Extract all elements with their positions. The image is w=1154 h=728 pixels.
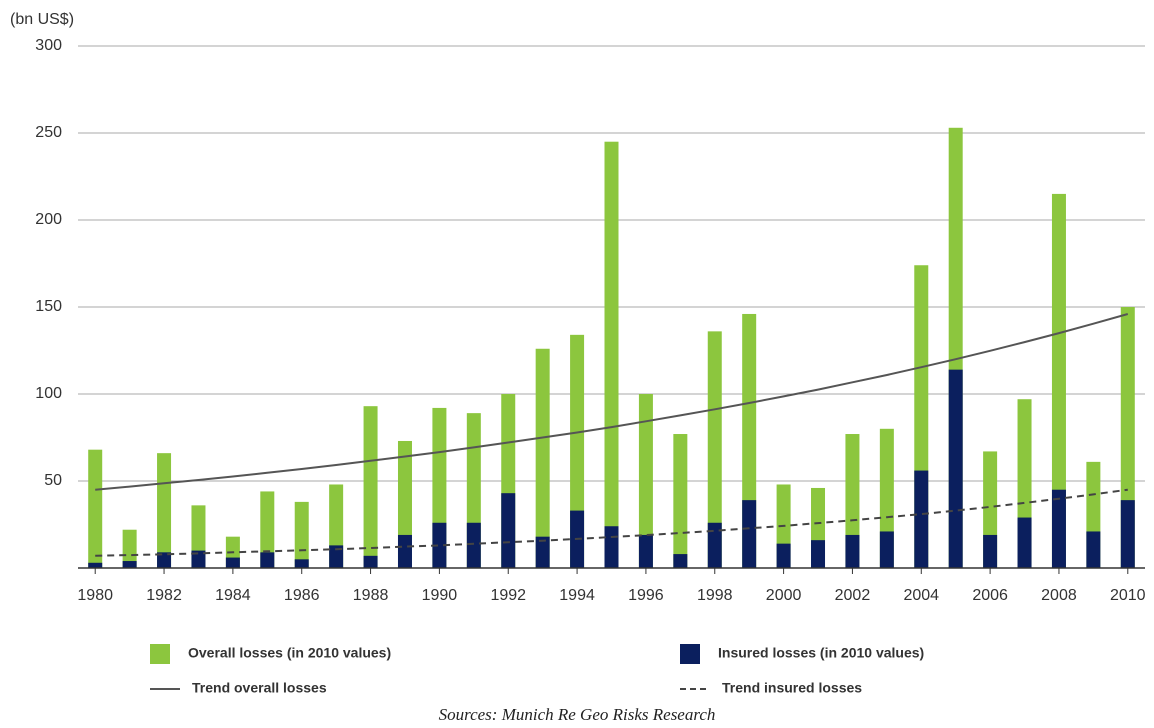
bar	[397, 534, 412, 568]
bar	[432, 522, 447, 568]
x-tick-label: 1994	[559, 587, 595, 604]
bar	[225, 557, 240, 568]
bar	[811, 540, 826, 568]
bar	[604, 526, 619, 568]
bar	[845, 534, 860, 568]
bar	[707, 522, 722, 568]
bar	[776, 543, 791, 568]
bar	[157, 453, 172, 568]
legend-label: Trend overall losses	[192, 680, 327, 696]
bar	[914, 470, 929, 568]
bar	[1120, 500, 1135, 568]
x-tick-label: 1988	[353, 587, 389, 604]
x-tick-label: 2002	[835, 587, 871, 604]
x-tick-label: 2000	[766, 587, 802, 604]
y-tick-label: 300	[35, 37, 62, 54]
bar	[1017, 517, 1032, 568]
x-tick-label: 1982	[146, 587, 182, 604]
bar	[742, 500, 757, 568]
x-tick-label: 1984	[215, 587, 251, 604]
bar	[122, 561, 137, 568]
y-tick-label: 250	[35, 124, 62, 141]
bar	[329, 545, 344, 568]
x-tick-label: 1990	[422, 587, 458, 604]
legend-label: Trend insured losses	[722, 680, 862, 696]
bar	[707, 331, 722, 568]
x-tick-label: 2008	[1041, 587, 1077, 604]
bar	[535, 348, 550, 568]
bar	[157, 552, 172, 568]
bar	[638, 534, 653, 568]
bar	[673, 434, 688, 568]
bar	[535, 536, 550, 568]
legend-label: Insured losses (in 2010 values)	[718, 645, 924, 661]
source: Sources: Munich Re Geo Risks Research	[439, 705, 716, 724]
x-tick-label: 2010	[1110, 587, 1146, 604]
y-tick-label: 50	[44, 472, 62, 489]
legend-swatch	[150, 644, 170, 664]
bar	[294, 559, 309, 568]
bar	[363, 406, 378, 568]
bar	[260, 552, 275, 568]
bar	[879, 531, 894, 568]
y-axis-label: (bn US$)	[10, 11, 74, 28]
bar	[294, 501, 309, 568]
x-tick-label: 1992	[490, 587, 526, 604]
x-tick-label: 1980	[77, 587, 113, 604]
y-tick-label: 150	[35, 298, 62, 315]
bar	[983, 534, 998, 568]
y-tick-label: 100	[35, 385, 62, 402]
legend-swatch	[680, 644, 700, 664]
x-tick-label: 1998	[697, 587, 733, 604]
bar	[501, 493, 516, 568]
bar	[570, 334, 585, 568]
bar	[260, 491, 275, 568]
bar	[466, 522, 481, 568]
bar	[363, 555, 378, 568]
bar	[1051, 489, 1066, 568]
bar	[845, 434, 860, 568]
bar	[948, 369, 963, 568]
y-tick-label: 200	[35, 211, 62, 228]
trend-line	[95, 488, 1128, 557]
x-tick-label: 1986	[284, 587, 320, 604]
trend-line	[95, 313, 1129, 491]
bar	[638, 394, 653, 568]
bar	[1051, 193, 1066, 568]
x-tick-label: 1996	[628, 587, 664, 604]
legend-label: Overall losses (in 2010 values)	[188, 645, 391, 661]
bar	[88, 562, 103, 568]
bar	[604, 141, 619, 568]
bar	[1086, 531, 1101, 568]
bar	[122, 529, 137, 568]
bar	[673, 554, 688, 568]
x-tick-label: 2006	[972, 587, 1008, 604]
x-tick-label: 2004	[903, 587, 939, 604]
bar	[88, 449, 103, 568]
bar	[191, 550, 206, 568]
